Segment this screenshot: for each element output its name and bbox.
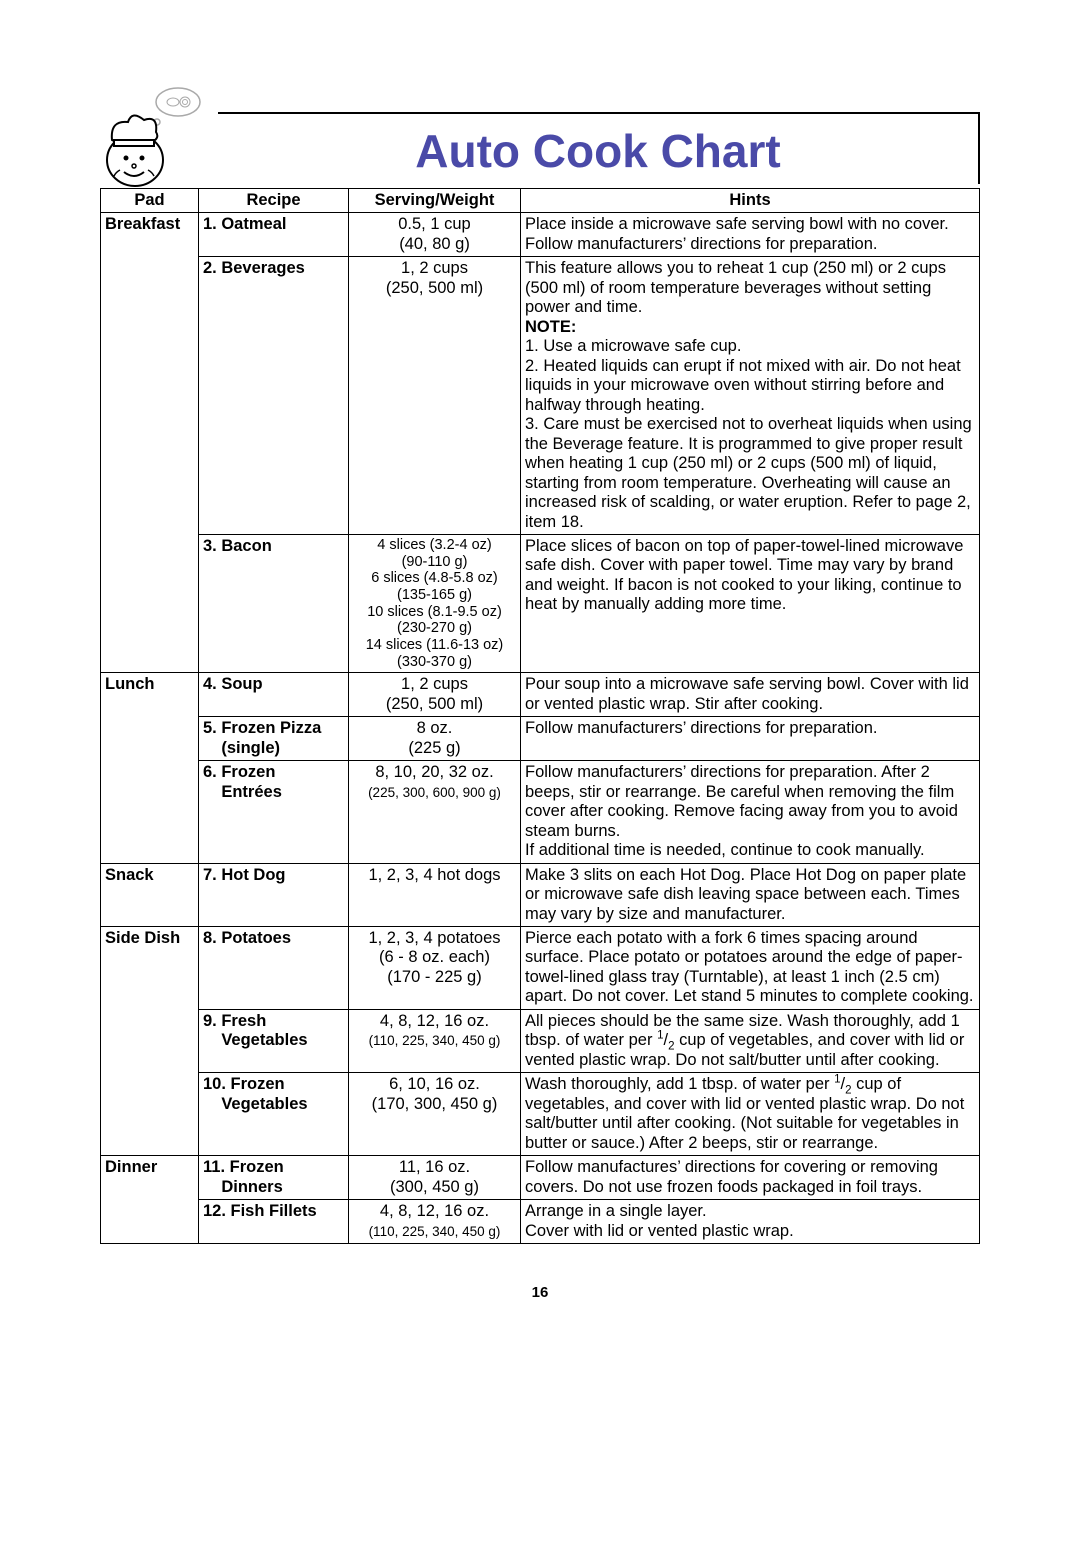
hints-cell: Place inside a microwave safe serving bo…	[521, 213, 980, 257]
table-row: 10. Frozen Vegetables6, 10, 16 oz.(170, …	[101, 1073, 980, 1156]
serving-cell: 6, 10, 16 oz.(170, 300, 450 g)	[349, 1073, 521, 1156]
pad-cell: Snack	[101, 863, 199, 926]
col-hints: Hints	[521, 189, 980, 213]
hints-cell: Arrange in a single layer.Cover with lid…	[521, 1200, 980, 1244]
auto-cook-table: Pad Recipe Serving/Weight Hints Breakfas…	[100, 188, 980, 1244]
recipe-cell: 10. Frozen Vegetables	[199, 1073, 349, 1156]
serving-cell: 8 oz.(225 g)	[349, 717, 521, 761]
serving-cell: 1, 2, 3, 4 hot dogs	[349, 863, 521, 926]
serving-cell: 1, 2, 3, 4 potatoes(6 - 8 oz. each)(170 …	[349, 926, 521, 1009]
hints-cell: This feature allows you to reheat 1 cup …	[521, 257, 980, 535]
table-row: 12. Fish Fillets4, 8, 12, 16 oz.(110, 22…	[101, 1200, 980, 1244]
recipe-cell: 7. Hot Dog	[199, 863, 349, 926]
serving-cell: 11, 16 oz.(300, 450 g)	[349, 1156, 521, 1200]
col-recipe: Recipe	[199, 189, 349, 213]
pad-cell: Breakfast	[101, 213, 199, 673]
hints-cell: Wash thoroughly, add 1 tbsp. of water pe…	[521, 1073, 980, 1156]
title-container: Auto Cook Chart	[218, 112, 980, 184]
table-row: 2. Beverages1, 2 cups(250, 500 ml)This f…	[101, 257, 980, 535]
hints-cell: Pour soup into a microwave safe serving …	[521, 673, 980, 717]
table-row: Lunch4. Soup1, 2 cups(250, 500 ml)Pour s…	[101, 673, 980, 717]
pad-cell: Side Dish	[101, 926, 199, 1155]
serving-cell: 1, 2 cups(250, 500 ml)	[349, 257, 521, 535]
hints-cell: Place slices of bacon on top of paper-to…	[521, 534, 980, 672]
page-number: 16	[100, 1284, 980, 1301]
col-serving: Serving/Weight	[349, 189, 521, 213]
recipe-cell: 9. Fresh Vegetables	[199, 1009, 349, 1072]
table-body: Breakfast1. Oatmeal0.5, 1 cup(40, 80 g)P…	[101, 213, 980, 1244]
serving-cell: 0.5, 1 cup(40, 80 g)	[349, 213, 521, 257]
table-row: 3. Bacon4 slices (3.2-4 oz)(90-110 g)6 s…	[101, 534, 980, 672]
table-row: Breakfast1. Oatmeal0.5, 1 cup(40, 80 g)P…	[101, 213, 980, 257]
page-header: Auto Cook Chart	[100, 80, 980, 184]
recipe-cell: 5. Frozen Pizza (single)	[199, 717, 349, 761]
table-row: 5. Frozen Pizza (single)8 oz.(225 g)Foll…	[101, 717, 980, 761]
table-row: Side Dish8. Potatoes1, 2, 3, 4 potatoes(…	[101, 926, 980, 1009]
serving-cell: 4, 8, 12, 16 oz.(110, 225, 340, 450 g)	[349, 1009, 521, 1072]
serving-cell: 4 slices (3.2-4 oz)(90-110 g)6 slices (4…	[349, 534, 521, 672]
recipe-cell: 1. Oatmeal	[199, 213, 349, 257]
recipe-cell: 3. Bacon	[199, 534, 349, 672]
recipe-cell: 8. Potatoes	[199, 926, 349, 1009]
table-row: Snack7. Hot Dog1, 2, 3, 4 hot dogsMake 3…	[101, 863, 980, 926]
col-pad: Pad	[101, 189, 199, 213]
recipe-cell: 12. Fish Fillets	[199, 1200, 349, 1244]
table-header-row: Pad Recipe Serving/Weight Hints	[101, 189, 980, 213]
hints-cell: Follow manufactures’ directions for cove…	[521, 1156, 980, 1200]
hints-cell: Follow manufacturers’ directions for pre…	[521, 717, 980, 761]
table-row: 9. Fresh Vegetables4, 8, 12, 16 oz.(110,…	[101, 1009, 980, 1072]
serving-cell: 8, 10, 20, 32 oz.(225, 300, 600, 900 g)	[349, 761, 521, 863]
table-row: 6. Frozen Entrées8, 10, 20, 32 oz.(225, …	[101, 761, 980, 863]
recipe-cell: 4. Soup	[199, 673, 349, 717]
serving-cell: 1, 2 cups(250, 500 ml)	[349, 673, 521, 717]
pad-cell: Dinner	[101, 1156, 199, 1244]
recipe-cell: 6. Frozen Entrées	[199, 761, 349, 863]
hints-cell: Follow manufacturers’ directions for pre…	[521, 761, 980, 863]
chef-icon	[100, 80, 210, 190]
serving-cell: 4, 8, 12, 16 oz.(110, 225, 340, 450 g)	[349, 1200, 521, 1244]
hints-cell: Pierce each potato with a fork 6 times s…	[521, 926, 980, 1009]
pad-cell: Lunch	[101, 673, 199, 863]
hints-cell: Make 3 slits on each Hot Dog. Place Hot …	[521, 863, 980, 926]
page-title: Auto Cook Chart	[218, 124, 978, 178]
table-row: Dinner11. Frozen Dinners11, 16 oz.(300, …	[101, 1156, 980, 1200]
hints-cell: All pieces should be the same size. Wash…	[521, 1009, 980, 1072]
recipe-cell: 11. Frozen Dinners	[199, 1156, 349, 1200]
recipe-cell: 2. Beverages	[199, 257, 349, 535]
